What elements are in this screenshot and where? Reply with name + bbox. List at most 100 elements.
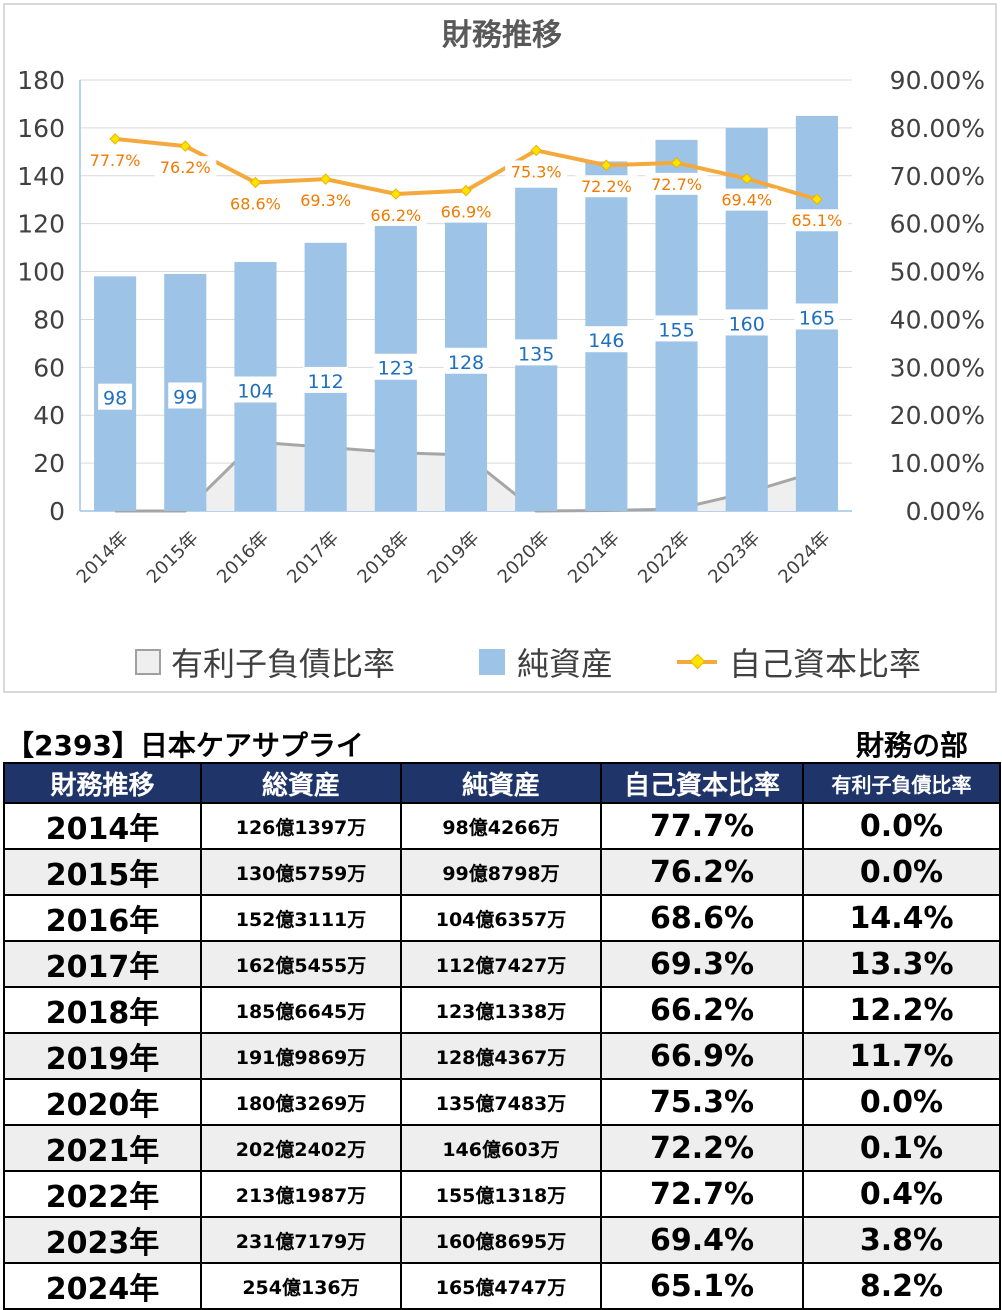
line-label-bg <box>154 156 217 179</box>
bar-label-bg <box>303 366 349 393</box>
legend-item-equity-ratio: 自己資本比率 <box>677 637 921 687</box>
bar-data-label: 146 <box>588 330 624 352</box>
line-data-label: 66.2% <box>370 206 421 225</box>
section-title: 財務の部 <box>855 729 968 762</box>
cell-net-assets: 104億6357万 <box>400 894 602 942</box>
table-row: 2018年 185億6645万 123億1338万 66.2% 12.2% <box>3 986 1001 1034</box>
cell-total-assets: 180億3269万 <box>200 1078 402 1126</box>
bar-data-label: 128 <box>448 352 484 374</box>
company-title: 【2393】日本ケアサプライ <box>6 729 364 762</box>
line-data-label: 69.4% <box>721 191 772 210</box>
equity-ratio-marker <box>530 144 542 157</box>
x-tick-label: 2019年 <box>424 528 484 588</box>
cell-total-assets: 152億3111万 <box>200 894 402 942</box>
y-left-tick-label: 80 <box>33 305 65 334</box>
cell-net-assets: 112億7427万 <box>400 940 602 988</box>
cell-year: 2016年 <box>3 894 202 942</box>
cell-net-assets: 123億1338万 <box>400 986 602 1034</box>
cell-year: 2022年 <box>3 1170 202 1218</box>
bar-data-label: 155 <box>658 319 694 341</box>
y-left-tick-label: 40 <box>33 401 65 430</box>
bar-data-label: 135 <box>518 343 554 365</box>
combo-chart: 財務推移 0 0.00% 20 10.00% 40 20.00% 60 30.00% 80 40.0… <box>17 18 985 588</box>
equity-ratio-marker <box>319 173 332 185</box>
bar-data-label: 98 <box>103 388 127 410</box>
line-data-label: 66.9% <box>441 203 492 222</box>
line-label-bg <box>224 192 287 215</box>
cell-year: 2024年 <box>3 1262 202 1310</box>
legend-swatch-bar <box>479 649 505 675</box>
cell-debt-ratio: 0.4% <box>802 1170 1001 1218</box>
cell-total-assets: 191億9869万 <box>200 1032 402 1080</box>
cell-year: 2021年 <box>3 1124 202 1172</box>
x-tick-label: 2020年 <box>494 528 554 588</box>
cell-total-assets: 162億5455万 <box>200 940 402 988</box>
cell-equity-ratio: 66.2% <box>600 986 804 1034</box>
cell-debt-ratio: 12.2% <box>802 986 1001 1034</box>
cell-year: 2023年 <box>3 1216 202 1264</box>
cell-debt-ratio: 0.0% <box>802 802 1001 850</box>
y-left-tick-label: 100 <box>17 258 65 287</box>
cell-year: 2014年 <box>3 802 202 850</box>
line-data-label: 76.2% <box>160 158 211 177</box>
y-left-tick-label: 160 <box>17 114 65 143</box>
x-tick-label: 2014年 <box>73 528 133 588</box>
cell-year: 2018年 <box>3 986 202 1034</box>
table-row: 2023年 231億7179万 160億8695万 69.4% 3.8% <box>3 1216 1001 1264</box>
bar-label-bg <box>513 339 559 366</box>
cell-debt-ratio: 0.0% <box>802 848 1001 896</box>
cell-equity-ratio: 75.3% <box>600 1078 804 1126</box>
bar-data-label: 123 <box>378 358 414 380</box>
equity-ratio-marker <box>460 184 472 197</box>
y-right-tick-label: 60.00% <box>890 210 985 239</box>
y-right-tick-label: 10.00% <box>890 449 985 478</box>
table-row: 2019年 191億9869万 128億4367万 66.9% 11.7% <box>3 1032 1001 1080</box>
cell-debt-ratio: 3.8% <box>802 1216 1001 1264</box>
x-tick-label: 2016年 <box>213 528 273 588</box>
cell-year: 2020年 <box>3 1078 202 1126</box>
cell-net-assets: 98億4266万 <box>400 802 602 850</box>
legend-item-net-assets: 純資産 <box>479 637 613 687</box>
equity-ratio-marker <box>390 188 402 200</box>
chart-title: 財務推移 <box>442 18 562 53</box>
bar-label-bg <box>724 309 770 336</box>
y-right-tick-label: 20.00% <box>890 401 985 430</box>
cell-equity-ratio: 68.6% <box>600 894 804 942</box>
cell-debt-ratio: 14.4% <box>802 894 1001 942</box>
financial-table: 財務推移 総資産 純資産 自己資本比率 有利子負債比率 2014年 126億139… <box>3 762 1001 1310</box>
equity-ratio-marker <box>600 159 613 171</box>
bar-label-bg <box>443 347 489 374</box>
table-row: 2024年 254億136万 165億4747万 65.1% 8.2% <box>3 1262 1001 1310</box>
line-label-bg <box>785 209 848 232</box>
bar-data-label: 160 <box>729 313 765 335</box>
cell-debt-ratio: 13.3% <box>802 940 1001 988</box>
cell-equity-ratio: 69.4% <box>600 1216 804 1264</box>
bar-data-label: 165 <box>799 307 835 329</box>
line-data-label: 65.1% <box>791 211 842 230</box>
cell-debt-ratio: 0.1% <box>802 1124 1001 1172</box>
line-label-bg <box>364 203 427 226</box>
cell-equity-ratio: 66.9% <box>600 1032 804 1080</box>
y-right-tick-label: 90.00% <box>890 66 985 95</box>
cell-debt-ratio: 0.0% <box>802 1078 1001 1126</box>
bar-label-bg <box>98 383 133 410</box>
y-right-tick-label: 80.00% <box>890 114 985 143</box>
equity-ratio-marker <box>249 176 262 189</box>
bar-data-label: 112 <box>308 371 344 393</box>
header-net-assets: 純資産 <box>400 762 602 804</box>
cell-equity-ratio: 77.7% <box>600 802 804 850</box>
line-label-bg <box>715 188 778 211</box>
y-left-tick-label: 120 <box>17 210 65 239</box>
cell-total-assets: 202億2402万 <box>200 1124 402 1172</box>
line-data-label: 75.3% <box>511 162 562 181</box>
cell-total-assets: 231億7179万 <box>200 1216 402 1264</box>
bar-label-bg <box>654 315 700 342</box>
equity-ratio-marker <box>109 133 121 145</box>
bar-data-label: 99 <box>173 386 197 408</box>
legend-swatch-area <box>135 649 161 675</box>
bar-data-label: 104 <box>237 380 273 402</box>
cell-equity-ratio: 76.2% <box>600 848 804 896</box>
cell-total-assets: 126億1397万 <box>200 802 402 850</box>
cell-net-assets: 99億8798万 <box>400 848 602 896</box>
y-left-tick-label: 60 <box>33 353 65 382</box>
